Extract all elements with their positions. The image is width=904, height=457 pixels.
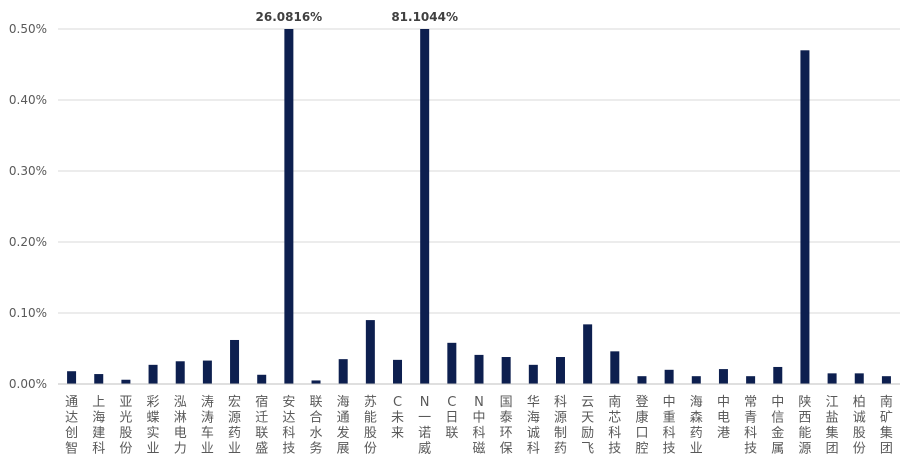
y-tick-label: 0.10% (9, 306, 47, 320)
bar (202, 360, 212, 384)
bar (746, 376, 756, 384)
bar (230, 339, 240, 384)
bar (718, 369, 728, 384)
bar (854, 373, 864, 384)
x-tick-label: 涛涛车业 (201, 394, 214, 457)
bar (311, 380, 321, 384)
bar (67, 371, 77, 384)
bar (827, 373, 837, 384)
bar (691, 376, 701, 384)
x-tick-label: 南矿集团 (880, 394, 893, 457)
bar (528, 364, 538, 384)
x-tick-label: 中电港 (717, 395, 730, 441)
bar (284, 29, 294, 384)
x-tick-label: 上海建科 (92, 395, 105, 457)
x-tick-label: 海森药业 (690, 395, 703, 457)
y-tick-label: 0.30% (9, 164, 47, 178)
bar (393, 359, 403, 384)
bar (474, 354, 484, 384)
x-tick-label: 宏源药业 (228, 395, 241, 457)
x-tick-label: 南芯科技 (608, 394, 621, 457)
x-tick-label: 登康口腔 (635, 395, 648, 457)
bar (800, 50, 810, 385)
x-axis-category-labels: 通达创智 上海建科 亚光股份 彩蝶实业 泓淋电力 涛涛车业 宏源药业 宿迁联盛 安达科技 联合水务… (65, 394, 893, 457)
x-tick-label: 亚光股份 (119, 395, 132, 457)
x-tick-label: 泓淋电力 (174, 395, 187, 457)
x-tick-label: 海通发展 (337, 395, 350, 457)
bars (67, 29, 891, 385)
x-tick-label: 华海诚科 (527, 395, 540, 457)
bar (555, 357, 565, 384)
x-tick-label: 宿迁联盛 (255, 394, 268, 457)
bar (257, 374, 267, 384)
x-tick-label: 通达创智 (65, 395, 78, 457)
y-tick-label: 0.40% (9, 93, 47, 107)
bar (664, 369, 674, 384)
bar (773, 366, 783, 384)
x-tick-label: 联合水务 (310, 395, 323, 457)
bar (637, 376, 647, 384)
x-tick-label: 科源制药 (554, 395, 567, 457)
bar (121, 379, 131, 384)
data-label: 81.1044% (391, 10, 458, 24)
x-tick-label: 柏诚股份 (853, 395, 866, 457)
bar (420, 29, 430, 384)
x-tick-label: C 未来 (391, 395, 404, 441)
x-tick-label: 彩蝶实业 (147, 395, 160, 457)
bar (610, 351, 620, 384)
x-tick-label: 中重科技 (663, 395, 676, 457)
x-tick-label: 陕西能源 (798, 395, 811, 457)
bar (447, 342, 457, 384)
bar (501, 357, 511, 384)
y-tick-label: 0.50% (9, 22, 47, 36)
bar (94, 374, 104, 384)
x-tick-label: N 中科磁 (472, 395, 485, 457)
bar (583, 324, 593, 384)
x-tick-label: 国泰环保 (500, 395, 513, 457)
bar (881, 376, 891, 384)
bar (175, 361, 185, 384)
x-tick-label: 常青科技 (744, 395, 757, 457)
x-tick-label: C 日联 (445, 395, 458, 441)
bar (148, 364, 158, 384)
y-tick-label: 0.00% (9, 377, 47, 391)
bar (365, 320, 375, 384)
data-label: 26.0816% (256, 10, 323, 24)
x-tick-label: 苏能股份 (364, 394, 377, 457)
x-tick-label: 安达科技 (282, 395, 295, 457)
x-tick-label: 江盐集团 (826, 395, 839, 457)
x-tick-label: 云天励飞 (581, 395, 594, 457)
bar (338, 359, 348, 384)
x-tick-label: 中信金属 (771, 395, 784, 457)
y-axis-tick-labels: 0.00% 0.10% 0.20% 0.30% 0.40% 0.50% (9, 22, 47, 391)
y-tick-label: 0.20% (9, 235, 47, 249)
data-labels: 26.0816% 81.1044% (256, 10, 458, 24)
x-tick-label: N 一诺威 (418, 395, 431, 457)
gridlines (58, 28, 900, 314)
